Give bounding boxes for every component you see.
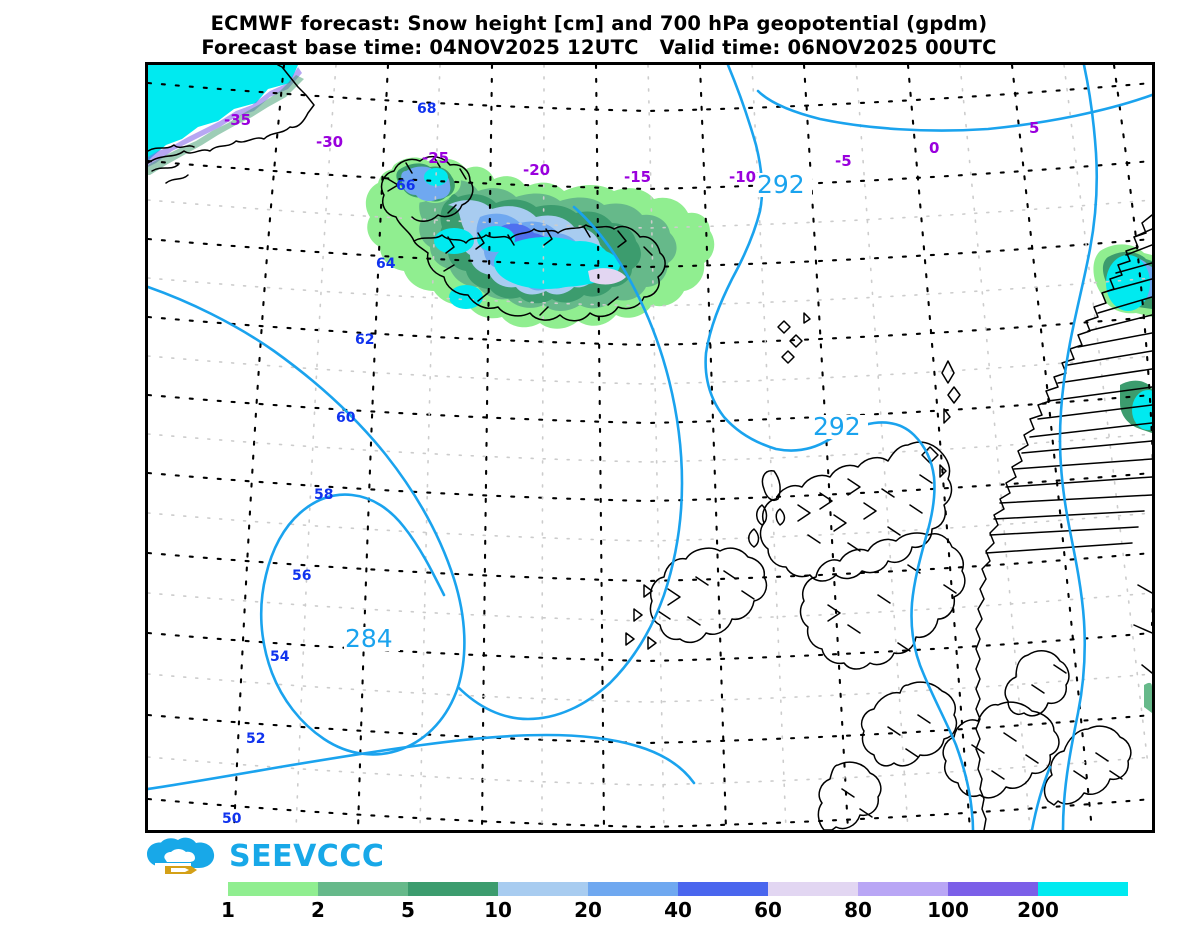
colorbar-segment-5 bbox=[408, 882, 498, 896]
logo-text: SEEVCCC bbox=[229, 839, 385, 874]
contour-labels: 292 292 284 bbox=[344, 170, 868, 653]
colorbar-tick-20: 20 bbox=[574, 898, 602, 922]
coastlines bbox=[148, 65, 1152, 830]
colorbar-tick-2: 2 bbox=[311, 898, 325, 922]
page-title: ECMWF forecast: Snow height [cm] and 700… bbox=[210, 12, 988, 35]
contour-label-292: 292 bbox=[813, 412, 861, 441]
colorbar-segment-2 bbox=[318, 882, 408, 896]
lat-label: 60 bbox=[336, 410, 356, 426]
map-canvas: -35 -30 -25 -20 -15 -10 -5 0 5 68 66 64 … bbox=[148, 65, 1152, 830]
snow-fill-westfjords bbox=[389, 157, 461, 203]
latitude-labels: 68 66 64 62 60 58 56 54 52 50 bbox=[222, 101, 436, 827]
colorbar-segment-60 bbox=[768, 882, 858, 896]
lon-label: 5 bbox=[1029, 119, 1039, 137]
colorbar-segment-10 bbox=[498, 882, 588, 896]
seevccc-logo: SEEVCCC bbox=[145, 836, 384, 878]
lon-label: -30 bbox=[316, 133, 343, 151]
lat-label: 54 bbox=[270, 649, 290, 665]
colorbar-tick-200: 200 bbox=[1017, 898, 1059, 922]
lon-label: -5 bbox=[835, 152, 852, 170]
lat-label: 56 bbox=[292, 568, 311, 584]
lat-label: 52 bbox=[246, 731, 265, 747]
lat-label: 58 bbox=[314, 487, 333, 503]
longitude-labels: -35 -30 -25 -20 -15 -10 -5 0 5 bbox=[224, 111, 1039, 186]
map-plot-area[interactable]: -35 -30 -25 -20 -15 -10 -5 0 5 68 66 64 … bbox=[145, 62, 1155, 833]
colorbar-tick-10: 10 bbox=[484, 898, 512, 922]
colorbar-tick-labels: 1 2 5 10 20 40 60 80 100 200 bbox=[221, 898, 1128, 925]
colorbar-tick-100: 100 bbox=[927, 898, 969, 922]
lat-label: 62 bbox=[355, 332, 374, 348]
contour-label-292: 292 bbox=[757, 170, 805, 199]
colorbar-segment-100 bbox=[948, 882, 1038, 896]
contour-label-284: 284 bbox=[345, 624, 393, 653]
lon-label: -10 bbox=[729, 168, 756, 186]
lat-label: 68 bbox=[417, 101, 436, 117]
snow-height-colorbar: 1 2 5 10 20 40 60 80 100 200 bbox=[221, 882, 1128, 925]
colorbar-strip bbox=[228, 882, 1128, 896]
colorbar-segment-40 bbox=[678, 882, 768, 896]
lat-label: 50 bbox=[222, 811, 242, 827]
lat-label: 64 bbox=[376, 256, 396, 272]
lon-label: 0 bbox=[929, 139, 939, 157]
lat-label: 66 bbox=[396, 178, 415, 194]
colorbar-tick-5: 5 bbox=[401, 898, 415, 922]
colorbar-tick-40: 40 bbox=[664, 898, 692, 922]
colorbar-segment-80 bbox=[858, 882, 948, 896]
lon-label: -25 bbox=[422, 149, 449, 167]
forecast-time-subtitle: Forecast base time: 04NOV2025 12UTC Vali… bbox=[201, 36, 997, 59]
colorbar-segment-1 bbox=[228, 882, 318, 896]
colorbar-tick-60: 60 bbox=[754, 898, 782, 922]
chart-title-block: ECMWF forecast: Snow height [cm] and 700… bbox=[0, 12, 1198, 59]
cloud-icon bbox=[147, 837, 215, 874]
lon-label: -15 bbox=[624, 168, 651, 186]
graticule-grid bbox=[148, 65, 1152, 830]
colorbar-tick-1: 1 bbox=[221, 898, 235, 922]
snow-fill-greenland bbox=[148, 65, 304, 175]
colorbar-segment-200 bbox=[1038, 882, 1128, 896]
lon-label: -35 bbox=[224, 111, 251, 129]
colorbar-segment-20 bbox=[588, 882, 678, 896]
graticule-grid-minor bbox=[148, 65, 1152, 830]
geopotential-contours bbox=[148, 65, 1152, 830]
colorbar-tick-80: 80 bbox=[844, 898, 872, 922]
lon-label: -20 bbox=[523, 161, 550, 179]
snow-fill-norway bbox=[1093, 244, 1152, 713]
